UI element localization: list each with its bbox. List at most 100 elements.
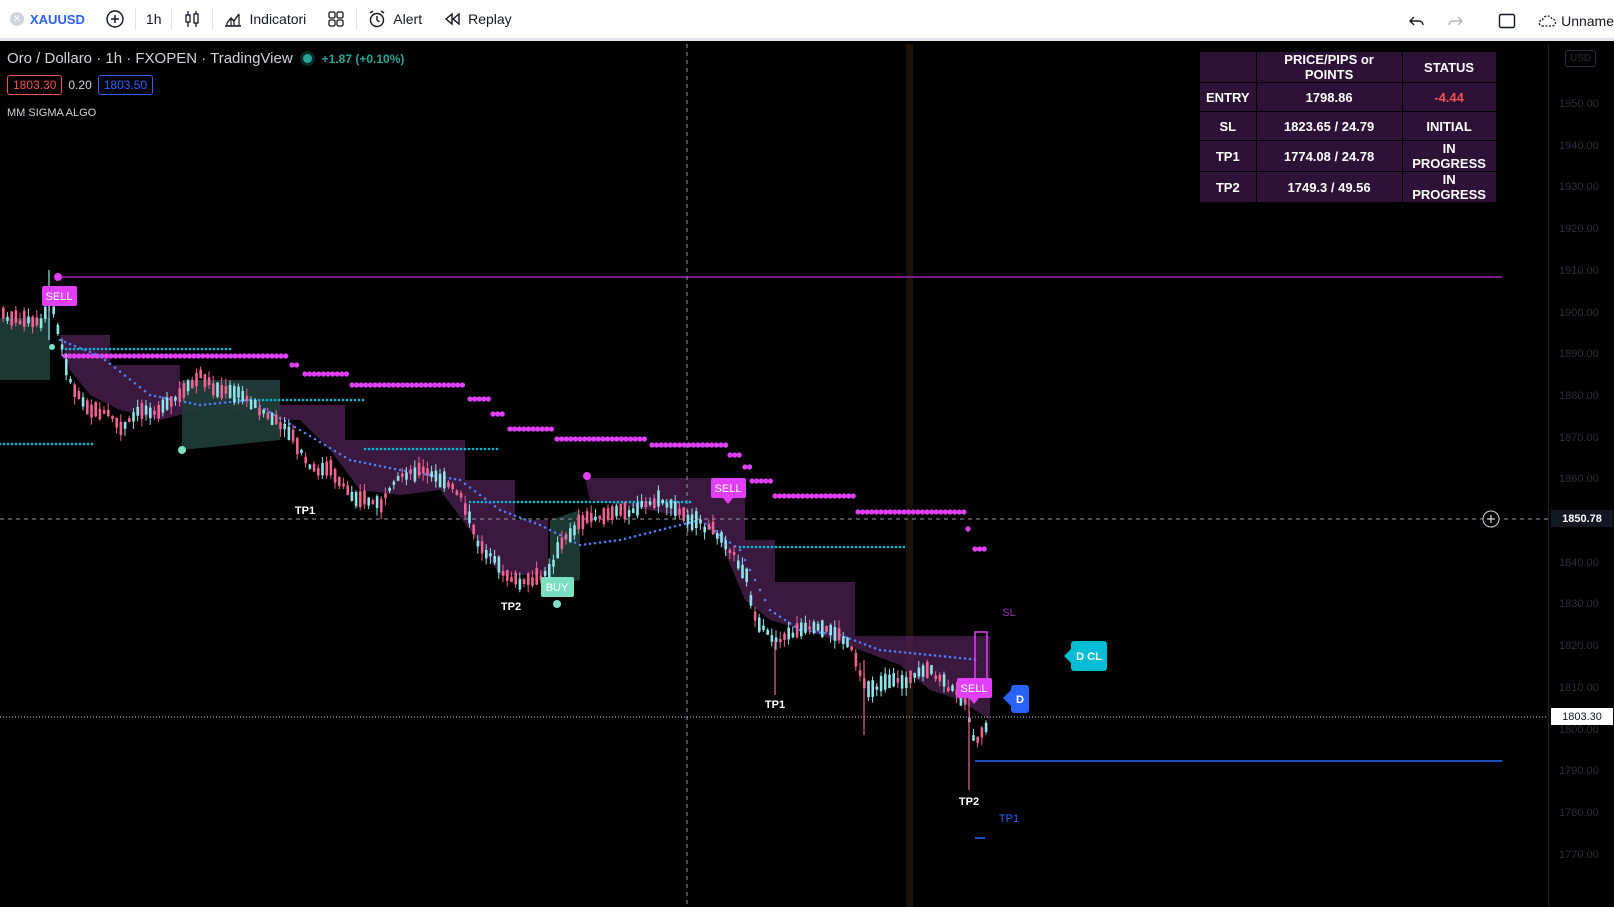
buy-signal-label[interactable]: BUY (541, 577, 574, 597)
moving-average-dot (948, 655, 952, 659)
level-dot (451, 447, 455, 451)
grid-icon (326, 9, 346, 29)
trailing-stop-dot (200, 353, 206, 359)
candle-body (648, 501, 652, 505)
indicator-name[interactable]: MM SIGMA ALGO (7, 107, 97, 119)
trailing-stop-dots (0, 338, 987, 661)
candle-body (35, 317, 39, 326)
moving-average-dot (468, 486, 472, 489)
chart-pane[interactable]: SELL SELL SELL BUY TP1 TP2 TP1 TP2 TP1 (0, 44, 1548, 907)
layout-name-button[interactable]: Unname (1535, 0, 1614, 41)
level-dot (361, 398, 365, 402)
candle-body (854, 652, 858, 667)
trailing-stop-dot (377, 382, 383, 388)
price-tick-label: 1890.00 (1559, 348, 1599, 361)
fullscreen-icon[interactable] (1497, 11, 1517, 31)
moving-average-dot (103, 358, 107, 362)
trailing-stop-dot (223, 353, 229, 359)
moving-average-dot (748, 568, 752, 572)
candle-body (178, 388, 181, 402)
sell-signal-label[interactable]: SELL (42, 286, 77, 306)
trailing-stop-dot (294, 362, 300, 368)
candle-body (611, 506, 614, 520)
moving-average-dot (818, 631, 822, 634)
trailing-stop-dot (568, 436, 574, 442)
candle-body (707, 523, 711, 530)
trailing-stop-dot (311, 371, 317, 377)
level-dot (834, 545, 838, 549)
redo-icon[interactable] (1445, 11, 1465, 31)
candle-body (346, 485, 349, 496)
chart-legend[interactable]: Oro / Dollaro · 1h · FXOPEN · TradingVie… (7, 50, 404, 67)
crosshair-add-button[interactable] (1482, 510, 1500, 528)
level-dot (64, 347, 68, 351)
candle-body (438, 473, 442, 488)
trailing-stop-dot (892, 509, 898, 515)
sell-price-button[interactable]: 1803.30 (7, 75, 63, 95)
level-dot (10, 442, 14, 446)
trailing-stop-dot (485, 396, 491, 402)
trailing-stop-dot (628, 436, 634, 442)
moving-average-dot (383, 465, 387, 469)
moving-average-dot (343, 455, 347, 459)
candle-body (102, 410, 106, 414)
moving-average-dot (613, 539, 617, 542)
d-badge[interactable]: D (1003, 685, 1029, 713)
candle-body (245, 395, 249, 401)
compare-symbol-button[interactable] (95, 0, 135, 40)
indicators-button[interactable]: Indicatori (213, 0, 316, 40)
level-dot (337, 398, 341, 402)
candle-body (779, 638, 782, 643)
price-axis[interactable]: USD 1950.00 1940.00 1930.00 1920.00 1910.00 1… (1548, 44, 1614, 907)
table-row: SL 1823.65 / 24.79 INITIAL (1199, 111, 1497, 141)
candle-body (942, 674, 946, 687)
sl-target-label: SL (1002, 607, 1015, 619)
price-tick-label: 1950.00 (1559, 98, 1599, 110)
trailing-stop-dot (614, 436, 620, 442)
layouts-button[interactable] (316, 0, 356, 40)
candle-body (279, 421, 282, 430)
chart-type-button[interactable] (172, 0, 212, 40)
level-dot (870, 545, 874, 549)
trailing-stop-dot (910, 509, 916, 515)
undo-icon[interactable] (1407, 11, 1427, 31)
candle-body (829, 624, 832, 636)
trailing-stop-dot (832, 493, 838, 499)
sell-signal-label[interactable]: SELL (957, 678, 992, 704)
moving-average-dot (643, 532, 647, 536)
candle-body (543, 570, 547, 577)
moving-average-dot (763, 598, 767, 602)
sell-signal-label[interactable]: SELL (711, 478, 746, 504)
moving-average-dot (858, 641, 862, 644)
candle-body (27, 316, 30, 324)
buy-price-button[interactable]: 1803.50 (97, 75, 154, 95)
moving-average-dot (388, 466, 392, 470)
candle-body (468, 511, 471, 524)
candle-body (2, 307, 5, 319)
alert-button[interactable]: Alert (357, 0, 432, 40)
level-dot (516, 500, 520, 504)
trailing-stop-dot (232, 353, 238, 359)
trailing-stop-dot (260, 353, 266, 359)
symbol-search[interactable]: ✕ XAUUSD (0, 0, 95, 40)
candle-body (716, 532, 719, 539)
level-dot (568, 500, 572, 504)
moving-average-dot (768, 608, 772, 612)
row-label: SL (1199, 111, 1257, 141)
row-label: TP1 (1199, 140, 1257, 172)
moving-average-dot (933, 654, 937, 657)
price-tick-label: 1920.00 (1559, 223, 1599, 236)
interval-button[interactable]: 1h (136, 0, 172, 40)
candle-body (653, 498, 656, 509)
candle-body (909, 670, 912, 683)
trailing-stop-dot (278, 353, 284, 359)
moving-average-dot (823, 631, 827, 635)
replay-button[interactable]: Replay (432, 0, 522, 40)
level-dot (160, 347, 164, 351)
moving-average-dot (293, 425, 297, 429)
d-cl-badge[interactable]: D CL (1064, 641, 1107, 671)
level-dot (257, 398, 261, 402)
currency-label[interactable]: USD (1565, 50, 1597, 67)
price-tick-label: 1880.00 (1559, 389, 1599, 402)
trailing-stop-dot (400, 382, 406, 388)
